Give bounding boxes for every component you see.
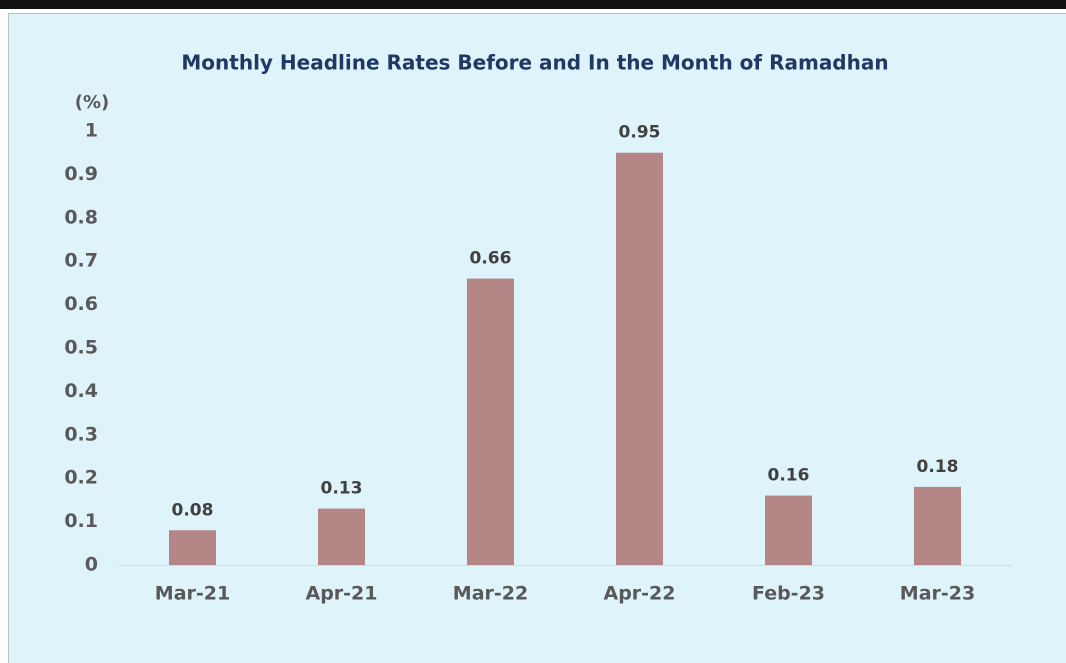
x-tick-label: Mar-23 xyxy=(900,583,975,605)
bar xyxy=(914,486,961,565)
x-tick-label: Mar-21 xyxy=(155,583,230,605)
x-tick-label: Feb-23 xyxy=(752,583,825,605)
data-label: 0.13 xyxy=(321,479,363,499)
x-tick-label: Mar-22 xyxy=(453,583,528,605)
data-label: 0.18 xyxy=(917,457,959,477)
top-bar xyxy=(0,0,1066,9)
bar xyxy=(318,508,365,565)
y-tick-label: 0.6 xyxy=(64,293,98,315)
y-tick-label: 0.7 xyxy=(64,250,98,272)
y-tick-label: 0.3 xyxy=(64,423,98,445)
data-label: 0.16 xyxy=(768,466,810,486)
data-label: 0.08 xyxy=(172,500,214,520)
y-tick-label: 0.2 xyxy=(64,467,98,489)
bar xyxy=(616,152,663,565)
chart-title: Monthly Headline Rates Before and In the… xyxy=(181,51,888,75)
y-axis-label: (%) xyxy=(75,92,110,113)
y-tick-label: 1 xyxy=(85,120,98,142)
x-tick-label: Apr-21 xyxy=(305,583,377,605)
x-tick-label: Apr-22 xyxy=(603,583,675,605)
y-tick-label: 0 xyxy=(85,554,98,576)
data-label: 0.66 xyxy=(470,249,512,269)
bar xyxy=(169,530,216,565)
bar xyxy=(467,278,514,565)
y-tick-label: 0.5 xyxy=(64,337,98,359)
y-tick-label: 0.4 xyxy=(64,380,98,402)
y-tick-label: 0.8 xyxy=(64,206,98,228)
y-tick-label: 0.1 xyxy=(64,510,98,532)
bar xyxy=(765,495,812,565)
data-label: 0.95 xyxy=(619,123,661,143)
y-tick-label: 0.9 xyxy=(64,163,98,185)
